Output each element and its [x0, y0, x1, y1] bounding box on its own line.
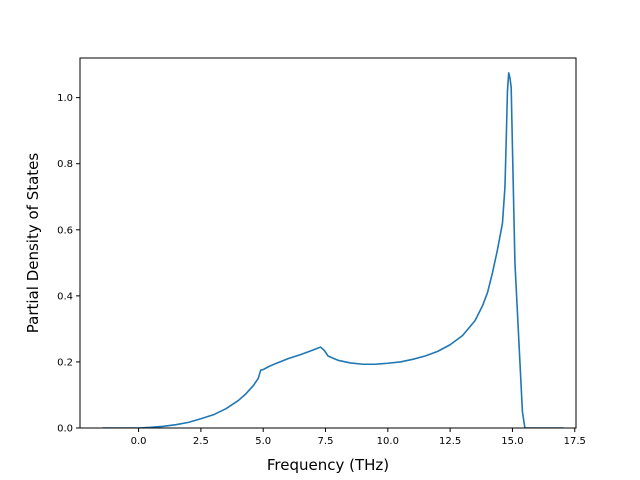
- y-tick-label: 0.4: [57, 291, 73, 302]
- x-tick-label: 12.5: [439, 436, 461, 447]
- y-tick-label: 0.2: [57, 357, 73, 368]
- x-axis: 0.0 2.5 5.0 7.5 10.0 12.5 15.0 17.5: [131, 428, 586, 447]
- y-tick-label: 0.6: [57, 225, 73, 236]
- x-tick-label: 17.5: [564, 436, 586, 447]
- y-axis-label: Partial Density of States: [24, 153, 42, 334]
- x-tick-label: 0.0: [131, 436, 147, 447]
- y-tick-label: 1.0: [57, 93, 73, 104]
- x-tick-label: 7.5: [318, 436, 334, 447]
- x-tick-label: 15.0: [501, 436, 523, 447]
- series-layer: [102, 72, 564, 428]
- plot-frame: [79, 57, 577, 429]
- y-tick-label: 0.0: [57, 424, 73, 435]
- x-tick-label: 2.5: [193, 436, 209, 447]
- x-tick-label: 5.0: [255, 436, 271, 447]
- x-tick-label: 10.0: [377, 436, 399, 447]
- y-axis: 0.0 0.2 0.4 0.6 0.8 1.0: [57, 93, 80, 435]
- x-axis-label: Frequency (THz): [267, 456, 389, 474]
- y-tick-label: 0.8: [57, 159, 73, 170]
- series-line-0: [102, 72, 564, 428]
